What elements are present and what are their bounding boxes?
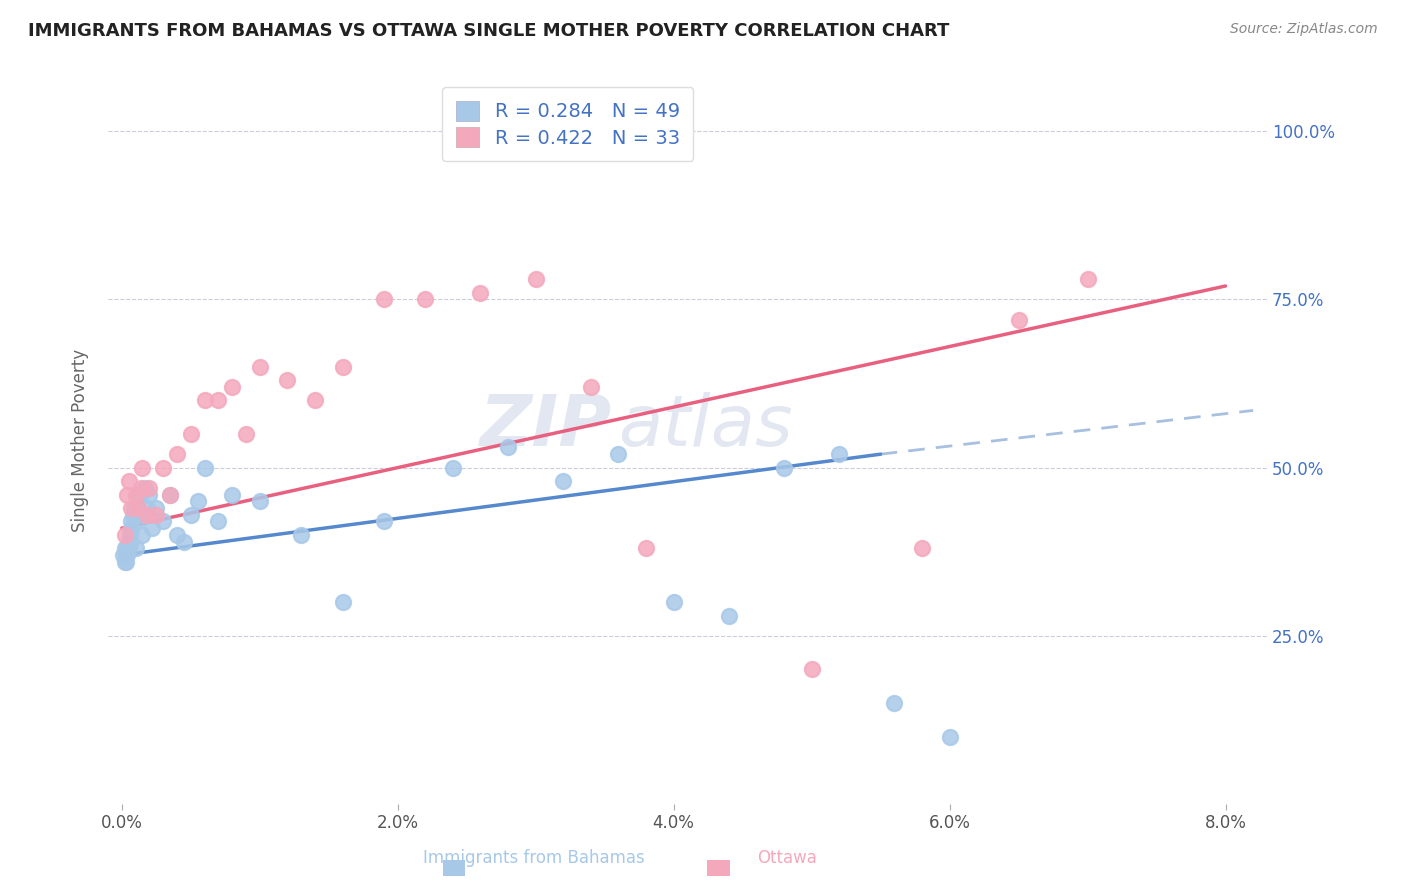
Point: [125, 515, 148, 529]
Point: [579, 380, 602, 394]
Point: [290, 528, 312, 542]
Point: [166, 528, 188, 542]
Point: [135, 500, 157, 515]
Point: [553, 474, 575, 488]
Text: Source: ZipAtlas.com: Source: ZipAtlas.com: [1230, 22, 1378, 37]
Point: [249, 494, 271, 508]
Point: [373, 293, 395, 307]
Point: [120, 521, 142, 535]
Point: [131, 528, 153, 542]
Text: Ottawa: Ottawa: [758, 849, 817, 867]
Y-axis label: Single Mother Poverty: Single Mother Poverty: [72, 349, 89, 533]
Point: [145, 500, 167, 515]
Point: [114, 555, 136, 569]
Point: [800, 662, 823, 676]
Point: [249, 359, 271, 374]
Point: [276, 373, 298, 387]
Point: [159, 487, 181, 501]
Point: [141, 521, 163, 535]
Point: [132, 508, 155, 522]
Point: [496, 441, 519, 455]
Point: [122, 500, 145, 515]
Point: [124, 541, 146, 556]
Point: [134, 481, 156, 495]
Point: [135, 508, 157, 522]
Point: [117, 487, 139, 501]
Point: [117, 541, 139, 556]
Point: [193, 393, 215, 408]
Point: [118, 534, 141, 549]
Point: [145, 508, 167, 522]
Point: [717, 608, 740, 623]
Point: [120, 515, 142, 529]
Point: [828, 447, 851, 461]
Point: [166, 447, 188, 461]
Legend: R = 0.284   N = 49, R = 0.422   N = 33: R = 0.284 N = 49, R = 0.422 N = 33: [443, 87, 693, 161]
Point: [121, 508, 143, 522]
Point: [1007, 312, 1029, 326]
Point: [124, 487, 146, 501]
Point: [138, 487, 160, 501]
Point: [470, 285, 492, 300]
Point: [114, 541, 136, 556]
Point: [332, 359, 354, 374]
Point: [207, 393, 229, 408]
Point: [127, 500, 149, 515]
Point: [115, 548, 138, 562]
Point: [187, 494, 209, 508]
Point: [883, 696, 905, 710]
Point: [911, 541, 934, 556]
Point: [193, 460, 215, 475]
Point: [207, 515, 229, 529]
Point: [524, 272, 547, 286]
Point: [304, 393, 326, 408]
Point: [332, 595, 354, 609]
Point: [117, 548, 139, 562]
Point: [221, 380, 243, 394]
Point: [128, 487, 150, 501]
Point: [131, 460, 153, 475]
Point: [152, 460, 174, 475]
Point: [180, 427, 202, 442]
Point: [138, 481, 160, 495]
Point: [118, 474, 141, 488]
Point: [373, 515, 395, 529]
Point: [115, 555, 138, 569]
Point: [114, 528, 136, 542]
Point: [413, 293, 436, 307]
Point: [159, 487, 181, 501]
Point: [112, 548, 135, 562]
Point: [607, 447, 630, 461]
Point: [180, 508, 202, 522]
Point: [152, 515, 174, 529]
Point: [441, 460, 464, 475]
Text: Immigrants from Bahamas: Immigrants from Bahamas: [423, 849, 645, 867]
Point: [221, 487, 243, 501]
Point: [662, 595, 685, 609]
Point: [120, 500, 142, 515]
Point: [938, 730, 960, 744]
Text: ZIP: ZIP: [479, 392, 612, 460]
Point: [1077, 272, 1099, 286]
Point: [118, 541, 141, 556]
Point: [773, 460, 796, 475]
Point: [129, 481, 152, 495]
Point: [120, 534, 142, 549]
Point: [634, 541, 657, 556]
Point: [235, 427, 257, 442]
Text: IMMIGRANTS FROM BAHAMAS VS OTTAWA SINGLE MOTHER POVERTY CORRELATION CHART: IMMIGRANTS FROM BAHAMAS VS OTTAWA SINGLE…: [28, 22, 949, 40]
Point: [127, 500, 149, 515]
Text: atlas: atlas: [617, 392, 793, 460]
Point: [173, 534, 195, 549]
Point: [120, 528, 142, 542]
